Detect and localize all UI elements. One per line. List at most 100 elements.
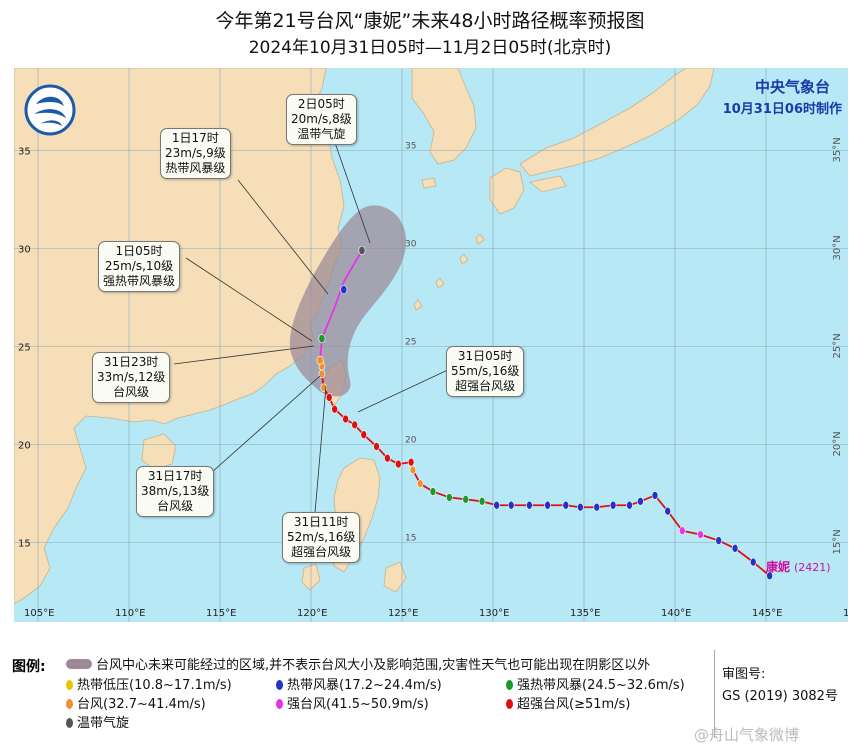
callout-category: 强热带风暴级 — [103, 274, 176, 288]
inner-grid-labels: 35 30 25 20 15 — [405, 142, 417, 544]
lon-label: 105°E — [24, 608, 54, 619]
typhoon-name: 康妮 — [766, 559, 790, 574]
lon-label: 135°E — [570, 608, 600, 619]
callout-wind: 23m/s,9级 — [165, 146, 226, 160]
track-point — [577, 502, 584, 512]
track-point — [342, 414, 349, 424]
track-point — [409, 465, 417, 475]
japan-shikoku — [529, 175, 567, 193]
callout-category: 台风级 — [113, 385, 150, 399]
legend-swatch — [66, 699, 73, 709]
legend-item: 热带低压(10.8~17.1m/s) — [66, 674, 232, 693]
callout-time: 31日11时 — [293, 515, 349, 529]
legend-item: 热带风暴(17.2~24.4m/s) — [276, 674, 442, 693]
track-point — [462, 495, 470, 504]
callout-31d17: 31日17时 38m/s,13级 台风级 — [136, 466, 215, 517]
legend-swatch — [276, 680, 283, 690]
track-point — [351, 420, 358, 430]
legend-label: 台风(32.7~41.4m/s) — [77, 697, 206, 712]
lat-axis-labels-left: 35 30 25 20 15 — [18, 147, 31, 550]
track-point — [562, 500, 570, 510]
lon-label: 130°E — [479, 608, 509, 619]
legend-swatch — [506, 699, 513, 709]
callout-31d11: 31日11时 52m/s,16级 超强台风级 — [282, 512, 361, 563]
lon-label: 115°E — [206, 608, 236, 619]
china-mainland — [14, 68, 345, 605]
track-point — [626, 500, 633, 510]
track-point — [373, 442, 380, 451]
track-point — [593, 502, 601, 512]
callout-1d17: 1日17时 23m/s,9级 热带风暴级 — [160, 128, 231, 179]
probability-cone — [289, 205, 407, 397]
forecast-point — [318, 334, 326, 344]
legend-item: 强热带风暴(24.5~32.6m/s) — [506, 674, 685, 693]
lon-label: 145°E — [752, 608, 782, 619]
callout-31d05: 31日05时 55m/s,16级 超强台风级 — [446, 346, 525, 397]
track-point — [395, 459, 402, 469]
track-point — [384, 453, 391, 463]
lat-axis-labels-right: 35°N 30°N 25°N 20°N 15°N — [832, 137, 843, 554]
leader-1d17 — [237, 179, 329, 295]
track-point — [544, 500, 551, 510]
lat-label-left: 35 — [18, 147, 31, 158]
track-point — [446, 493, 453, 502]
lat-label-right: 20°N — [832, 431, 843, 456]
callout-category: 台风级 — [157, 499, 194, 513]
legend-cone: 台风中心未来可能经过的区域,并不表示台风大小及影响范围,灾害性天气也可能出现在阴… — [66, 654, 650, 673]
callout-wind: 55m/s,16级 — [451, 364, 520, 378]
legend-label: 超强台风(≥51m/s) — [517, 697, 631, 712]
legend-swatch — [66, 718, 73, 728]
lon-label: 110°E — [115, 608, 145, 619]
track-point — [766, 571, 773, 581]
lat-label-right: 25°N — [832, 333, 843, 358]
map-canvas[interactable]: 105°E 110°E 115°E 120°E 125°E 130°E 135°E 140°E… — [14, 68, 848, 622]
legend-label: 热带风暴(17.2~24.4m/s) — [287, 678, 442, 693]
legend-item: 台风(32.7~41.4m/s) — [66, 693, 206, 712]
legend-header: 图例: — [12, 659, 46, 675]
legend-label: 强热带风暴(24.5~32.6m/s) — [517, 678, 685, 693]
forecast-point — [358, 245, 366, 255]
track-point — [416, 479, 424, 489]
callout-category: 温带气旋 — [297, 127, 346, 141]
leader-31d11 — [313, 385, 327, 525]
japan-honshu — [519, 68, 715, 177]
track-point — [637, 497, 644, 506]
chart-subtitle: 2024年10月31日05时—11月2日05时(北京时) — [248, 38, 612, 58]
issue-time: 10月31日06时制作 — [722, 102, 842, 117]
legend-label: 温带气旋 — [77, 716, 130, 731]
legend-item: 超强台风(≥51m/s) — [506, 693, 630, 712]
track-point — [320, 383, 328, 392]
callout-time: 1日05时 — [115, 244, 163, 258]
legend: 图例: 台风中心未来可能经过的区域,并不表示台风大小及影响范围,灾害性天气也可能… — [6, 640, 854, 750]
track-point — [664, 506, 672, 516]
inner-lat-label: 20 — [405, 436, 417, 446]
track-point — [407, 457, 415, 467]
legend-divider — [714, 650, 715, 738]
callout-time: 31日17时 — [147, 469, 203, 483]
track-point — [697, 530, 704, 539]
track-point — [609, 500, 617, 510]
hainan-island — [141, 433, 177, 471]
leader-31d05 — [357, 367, 453, 413]
callout-time: 2日05时 — [297, 97, 345, 111]
map-area[interactable]: 105°E 110°E 115°E 120°E 125°E 130°E 135°E 140°E… — [14, 68, 848, 622]
lon-axis-labels: 105°E 110°E 115°E 120°E 125°E 130°E 135°E 140°E… — [24, 608, 848, 619]
callout-wind: 20m/s,8级 — [291, 112, 352, 126]
track-point — [325, 393, 333, 402]
legend-swatch — [66, 680, 73, 690]
track-point — [715, 536, 722, 545]
legend-swatch — [506, 680, 513, 690]
forecast-point — [340, 285, 348, 295]
past-track-points — [316, 355, 773, 581]
track-point — [507, 500, 515, 510]
callout-time: 1日17时 — [171, 131, 219, 145]
review-label: 审图号: — [722, 667, 766, 682]
inner-lat-label: 30 — [405, 240, 417, 250]
typhoon-code: (2421) — [794, 561, 831, 574]
leader-1d05 — [185, 257, 313, 342]
track-point — [749, 557, 757, 567]
lon-label: 150°E — [843, 608, 848, 619]
track-point — [678, 526, 686, 536]
jeju-island — [421, 177, 437, 189]
